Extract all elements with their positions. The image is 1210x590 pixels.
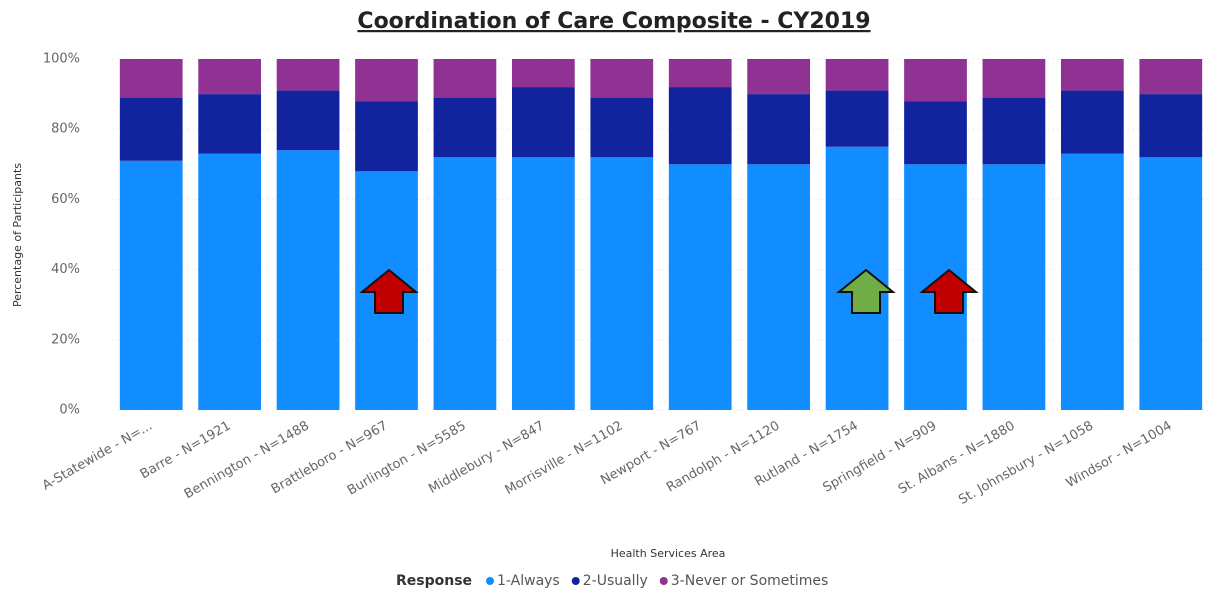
bar-segment [355, 101, 418, 172]
legend: Response 1-Always 2-Usually 3-Never or Som… [396, 573, 828, 589]
bar-segment [1139, 94, 1203, 158]
bar-segment [1139, 157, 1203, 410]
bar-segment [1139, 59, 1203, 95]
chart-title: Coordination of Care Composite - CY2019 [357, 9, 870, 34]
bar-segment [1060, 90, 1124, 154]
bar-segment [276, 59, 340, 91]
bar-segment [747, 164, 811, 410]
y-tick-label: 20% [51, 332, 80, 347]
y-tick-label: 80% [51, 122, 80, 137]
y-tick-label: 60% [51, 192, 80, 207]
bar-segment [511, 157, 575, 410]
bar-segment [198, 59, 262, 95]
y-tick-label: 100% [43, 52, 80, 67]
legend-marker [659, 577, 668, 585]
arrow-up-red [359, 268, 419, 314]
x-tick-label: St. Johnsbury - N=1058 [956, 419, 1096, 508]
x-tick-label: A-Statewide - N=... [40, 419, 155, 494]
x-tick-label: Bennington - N=1488 [182, 419, 312, 503]
bar-segment [904, 59, 967, 102]
bar-segment [433, 59, 497, 98]
bar-segment [119, 160, 183, 410]
bar-segment [119, 97, 183, 161]
bar-segment [982, 97, 1046, 165]
bar-segment [590, 59, 654, 98]
legend-label: 3-Never or Sometimes [671, 573, 829, 589]
bar-segment [119, 59, 183, 98]
bar-segment [511, 59, 575, 88]
bars [112, 58, 1210, 411]
y-tick-label: 0% [59, 403, 80, 418]
bar-segment [433, 97, 497, 158]
annotation-arrows [359, 268, 979, 314]
legend-label: 1-Always [497, 573, 560, 589]
bar-segment [198, 153, 262, 410]
bar-segment [355, 59, 418, 102]
bar-segment [276, 150, 340, 410]
bar-segment [904, 101, 967, 165]
bar-segment [668, 87, 732, 165]
arrow-up-red [919, 268, 979, 314]
bar-segment [198, 94, 262, 154]
bar-segment [511, 87, 575, 158]
bar-segment [825, 59, 889, 91]
legend-label: 2-Usually [583, 573, 648, 589]
bar-segment [276, 90, 340, 151]
bar-segment [590, 97, 654, 158]
legend-title: Response [396, 573, 472, 589]
bar-segment [1060, 59, 1124, 91]
bar-segment [747, 94, 811, 165]
bar-segment [433, 157, 497, 410]
legend-marker [486, 577, 494, 585]
x-axis-title: Health Services Area [611, 547, 726, 560]
legend-marker [571, 577, 580, 585]
bar-segment [747, 59, 811, 95]
arrow-up-green [836, 268, 896, 314]
y-tick-label: 40% [51, 262, 80, 277]
bar-segment [982, 59, 1046, 98]
bar-segment [1060, 153, 1124, 410]
bar-segment [668, 59, 732, 88]
y-axis-title: Percentage of Participants [11, 163, 24, 307]
bar-segment [590, 157, 654, 410]
bar-segment [668, 164, 732, 410]
bar-segment [825, 90, 889, 147]
bar-segment [982, 164, 1046, 410]
